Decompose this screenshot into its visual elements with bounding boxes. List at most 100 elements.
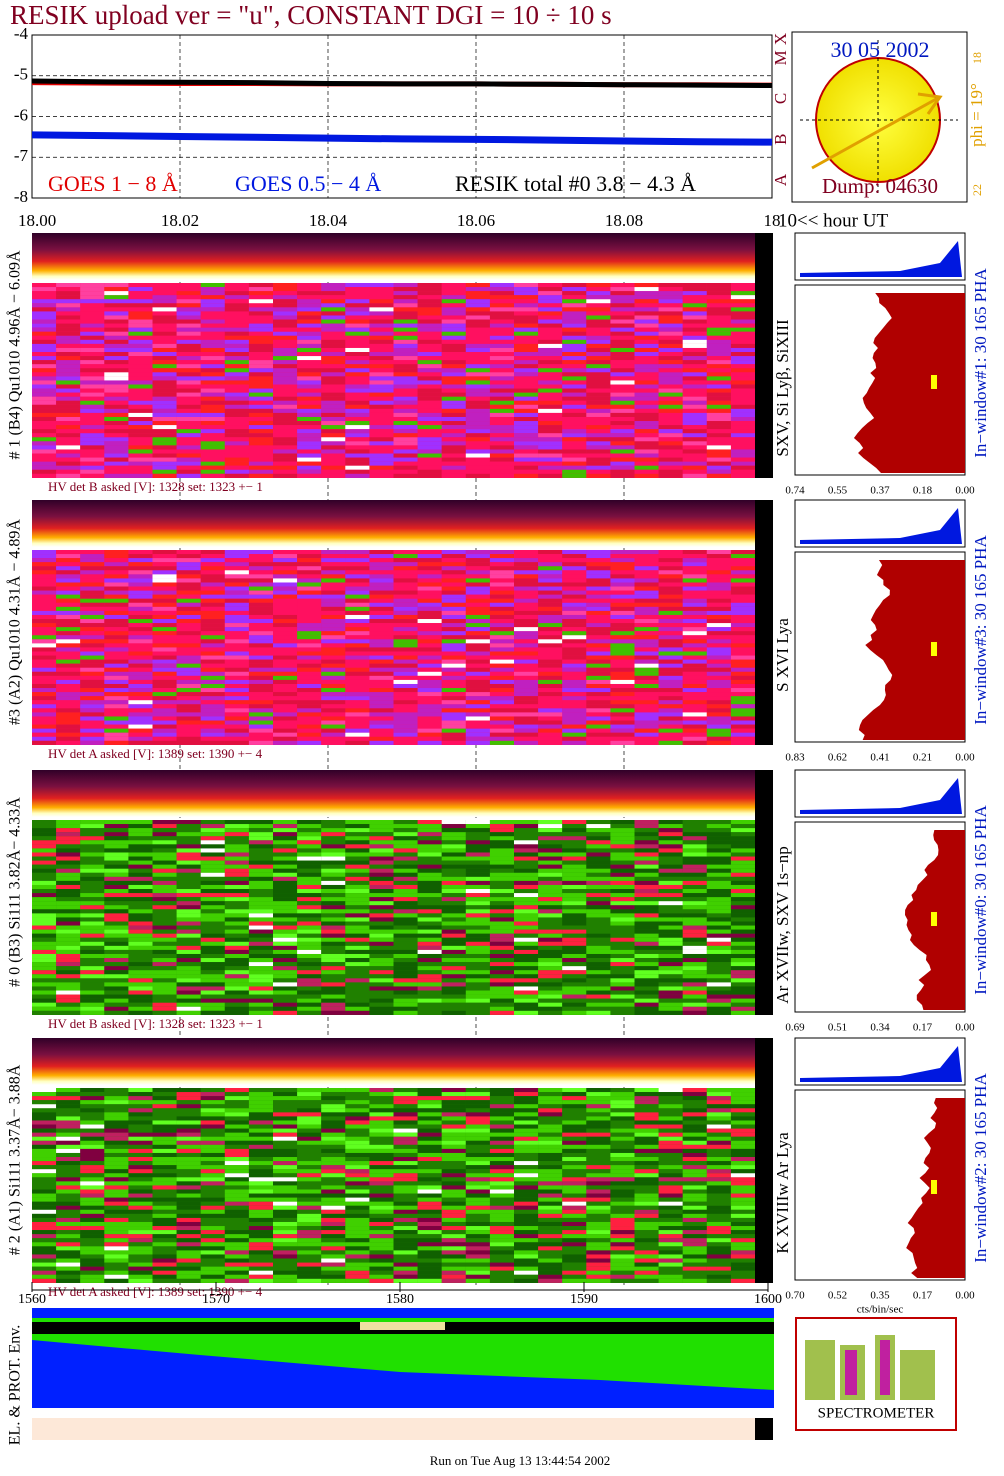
texture-cell bbox=[104, 457, 129, 462]
texture-cell bbox=[56, 679, 81, 685]
texture-cell bbox=[538, 933, 563, 938]
texture-cell bbox=[393, 372, 418, 377]
texture-cell bbox=[56, 1177, 81, 1182]
texture-cell bbox=[104, 986, 129, 991]
texture-cell bbox=[514, 594, 539, 599]
texture-cell bbox=[56, 1201, 81, 1206]
texture-cell bbox=[658, 619, 683, 624]
texture-cell bbox=[610, 917, 635, 922]
texture-cell bbox=[273, 897, 298, 902]
texture-cell bbox=[538, 708, 563, 713]
texture-cell bbox=[321, 457, 346, 462]
texture-cell bbox=[369, 619, 394, 624]
texture-cell bbox=[562, 929, 587, 934]
texture-cell bbox=[128, 303, 153, 308]
texture-cell bbox=[248, 1217, 274, 1223]
texture-cell bbox=[80, 966, 105, 971]
texture-cell bbox=[417, 1002, 442, 1007]
texture-cell bbox=[297, 421, 322, 426]
texture-cell bbox=[248, 457, 274, 462]
texture-cell bbox=[634, 704, 659, 709]
texture-cell bbox=[369, 465, 394, 470]
pha-small bbox=[800, 508, 962, 544]
texture-cell bbox=[152, 933, 177, 938]
texture-cell bbox=[273, 1128, 298, 1133]
texture-cell bbox=[610, 623, 635, 628]
texture-cell bbox=[80, 356, 105, 361]
texture-cell bbox=[80, 937, 105, 942]
texture-cell bbox=[393, 872, 418, 877]
texture-cell bbox=[562, 360, 587, 365]
texture-cell bbox=[514, 1002, 539, 1007]
texture-cell bbox=[514, 974, 539, 979]
texture-cell bbox=[297, 978, 322, 983]
texture-cell bbox=[200, 550, 225, 555]
texture-cell bbox=[562, 578, 587, 583]
texture-cell bbox=[104, 921, 129, 926]
texture-cell bbox=[176, 457, 201, 462]
texture-cell bbox=[538, 655, 563, 660]
texture-cell bbox=[200, 347, 225, 353]
texture-cell bbox=[369, 990, 394, 995]
texture-cell bbox=[682, 909, 707, 914]
texture-cell bbox=[393, 441, 418, 446]
texture-cell bbox=[200, 852, 225, 857]
texture-cell bbox=[56, 945, 81, 950]
texture-cell bbox=[297, 610, 322, 615]
texture-cell bbox=[441, 655, 466, 660]
texture-cell bbox=[610, 692, 635, 697]
texture-cell bbox=[538, 598, 563, 603]
texture-cell bbox=[128, 925, 153, 930]
texture-cell bbox=[489, 335, 515, 340]
texture-cell bbox=[56, 441, 81, 446]
texture-cell bbox=[200, 1266, 225, 1271]
texture-cell bbox=[297, 917, 322, 922]
texture-cell bbox=[273, 716, 298, 721]
texture-cell bbox=[80, 836, 105, 841]
texture-cell bbox=[417, 433, 442, 438]
texture-cell bbox=[200, 704, 225, 709]
texture-cell bbox=[369, 905, 394, 910]
texture-cell bbox=[297, 655, 322, 660]
texture-cell bbox=[32, 848, 57, 853]
texture-cell bbox=[152, 586, 177, 591]
texture-cell bbox=[345, 586, 370, 591]
texture-cell bbox=[273, 1185, 298, 1190]
texture-cell bbox=[297, 1189, 322, 1194]
texture-cell bbox=[200, 917, 225, 922]
texture-cell bbox=[345, 864, 370, 869]
texture-cell bbox=[417, 392, 442, 397]
texture-cell bbox=[152, 331, 177, 336]
texture-cell bbox=[562, 331, 587, 336]
texture-cell bbox=[465, 396, 490, 401]
texture-cell bbox=[417, 566, 442, 571]
texture-cell bbox=[273, 1278, 298, 1283]
texture-cell bbox=[538, 283, 563, 288]
texture-cell bbox=[200, 647, 225, 652]
texture-cell bbox=[562, 905, 587, 910]
texture-cell bbox=[538, 631, 563, 636]
texture-cell bbox=[297, 408, 322, 413]
texture-cell bbox=[200, 880, 225, 885]
texture-cell bbox=[176, 469, 201, 474]
texture-cell bbox=[369, 384, 394, 389]
texture-cell bbox=[634, 558, 659, 563]
texture-cell bbox=[224, 953, 249, 959]
texture-cell bbox=[610, 425, 635, 430]
texture-cell bbox=[200, 651, 225, 656]
texture-cell bbox=[152, 372, 177, 377]
texture-cell bbox=[56, 311, 81, 316]
texture-cell bbox=[80, 1254, 105, 1259]
texture-cell bbox=[32, 437, 57, 442]
texture-cell bbox=[369, 319, 394, 324]
texture-cell bbox=[56, 1088, 81, 1093]
texture-cell bbox=[80, 1258, 105, 1263]
texture-cell bbox=[441, 582, 466, 587]
texture-cell bbox=[321, 473, 346, 478]
texture-cell bbox=[56, 1120, 81, 1125]
texture-cell bbox=[514, 331, 539, 336]
texture-cell bbox=[465, 631, 490, 636]
texture-cell bbox=[128, 558, 153, 563]
pha-marker bbox=[931, 375, 937, 389]
texture-cell bbox=[465, 970, 490, 975]
